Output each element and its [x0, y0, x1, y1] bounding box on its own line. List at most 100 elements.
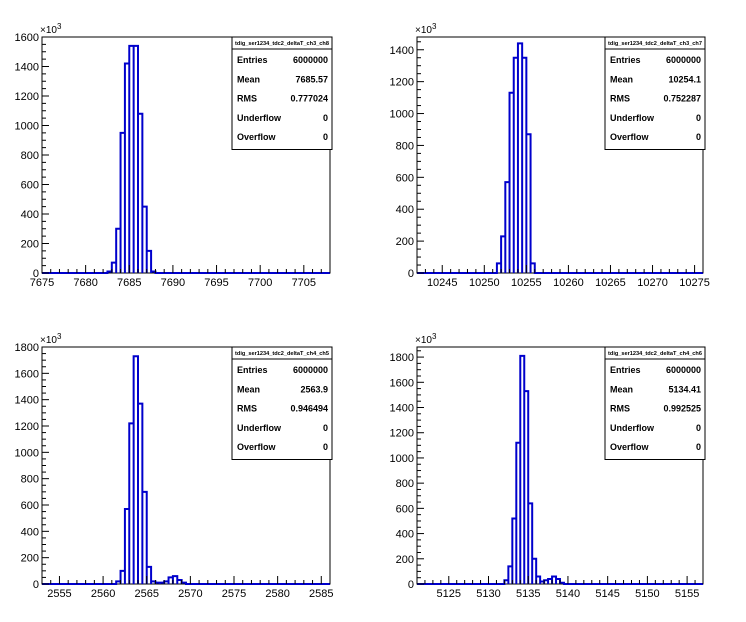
stats-box: tdig_ser1234_tdc2_deltaT_ch3_ch7 Entries 6… [604, 36, 706, 150]
histogram-bin [504, 580, 508, 584]
y-tick-label: 1200 [15, 421, 39, 433]
x-tick-label: 10265 [595, 277, 626, 289]
histogram-bin [125, 64, 129, 273]
y-tick-label: 200 [396, 236, 414, 248]
y-tick-label: 0 [408, 268, 414, 280]
histogram-bin [516, 443, 520, 584]
y-exponent-base: 10 [46, 335, 58, 346]
histogram-bin [169, 577, 173, 584]
histogram-bin [522, 58, 526, 273]
stats-value: 6000000 [293, 365, 328, 375]
histogram-bin [134, 356, 138, 584]
stats-label: Underflow [237, 113, 282, 123]
y-exponent-label: ×103 [40, 22, 62, 36]
x-tick-label: 7700 [248, 277, 272, 289]
stats-box: tdig_ser1234_tdc2_deltaT_ch4_ch5 Entries 6… [231, 346, 333, 460]
x-tick-label: 5145 [595, 588, 619, 600]
y-tick-label: 400 [396, 204, 414, 216]
histogram-bin [121, 133, 125, 273]
x-tick-label: 7680 [73, 277, 97, 289]
x-tick-label: 5150 [635, 588, 659, 600]
y-tick-label: 200 [21, 239, 39, 251]
x-tick-label: 10255 [511, 277, 542, 289]
stats-box-frame [604, 36, 706, 150]
x-tick-label: 5130 [476, 588, 500, 600]
x-tick-label: 2580 [265, 588, 289, 600]
x-tick-label: 7695 [204, 277, 228, 289]
histogram-bin [107, 272, 111, 273]
stats-label: RMS [610, 94, 630, 104]
histogram-bin [177, 580, 181, 584]
histogram-bin [147, 567, 151, 584]
y-tick-label: 1000 [15, 121, 39, 133]
histogram-bin [173, 576, 177, 584]
x-tick-label: 7705 [292, 277, 316, 289]
histogram-bin [536, 576, 540, 584]
x-tick-label: 5155 [675, 588, 699, 600]
y-tick-label: 1400 [390, 403, 414, 415]
y-tick-label: 600 [396, 172, 414, 184]
stats-value: 5134.41 [668, 384, 701, 394]
stats-label: Overflow [237, 132, 277, 142]
x-tick-label: 5140 [556, 588, 580, 600]
y-tick-label: 600 [396, 503, 414, 515]
x-tick-label: 10250 [469, 277, 500, 289]
histogram-bin [518, 43, 522, 273]
stats-label: Mean [237, 74, 260, 84]
histogram-bin [151, 272, 155, 273]
stats-value: 0.777024 [290, 94, 328, 104]
stats-value: 0 [696, 132, 701, 142]
stats-value: 6000000 [666, 55, 701, 65]
stats-value: 10254.1 [668, 74, 701, 84]
histogram-bin [160, 583, 164, 584]
histogram-title: tdig_ser1234_tdc2_deltaT_ch4_ch6 [608, 351, 702, 357]
stats-value: 0 [696, 423, 701, 433]
histogram-bin [540, 581, 544, 584]
histogram-bin [556, 579, 560, 584]
y-exponent-base: 10 [46, 25, 58, 36]
histogram-bin [532, 559, 536, 584]
stats-value: 0.752287 [663, 94, 701, 104]
histogram-bin [147, 251, 151, 273]
histogram-line [417, 354, 703, 585]
stats-label: Entries [237, 55, 268, 65]
histogram-line [42, 44, 330, 274]
x-tick-label: 2585 [309, 588, 333, 600]
histogram-bin [116, 581, 120, 584]
histogram-bin [129, 423, 133, 584]
y-tick-label: 1200 [390, 428, 414, 440]
stats-label: Entries [237, 365, 268, 375]
stats-label: Overflow [237, 442, 277, 452]
histogram-bin [524, 391, 528, 584]
stats-label: Underflow [610, 113, 655, 123]
y-tick-label: 1000 [390, 453, 414, 465]
histogram-line [42, 355, 330, 585]
y-tick-label: 800 [396, 140, 414, 152]
stats-value: 2563.9 [300, 384, 328, 394]
histogram-title: tdig_ser1234_tdc2_deltaT_ch3_ch8 [235, 41, 329, 47]
y-exponent-times: × [40, 335, 46, 346]
histogram-bin [544, 580, 548, 584]
stats-label: RMS [237, 94, 257, 104]
y-tick-label: 800 [396, 478, 414, 490]
stats-label: RMS [237, 404, 257, 414]
stats-box-frame [231, 346, 333, 460]
stats-box-frame [604, 346, 706, 460]
stats-label: Overflow [610, 132, 650, 142]
histogram-bin [497, 263, 501, 273]
histogram-bin [548, 579, 552, 584]
y-exponent-power: 3 [432, 22, 437, 31]
x-tick-label: 7685 [117, 277, 141, 289]
y-tick-label: 0 [408, 579, 414, 591]
y-tick-label: 200 [21, 553, 39, 565]
y-exponent-power: 3 [57, 332, 62, 341]
x-tick-label: 5135 [516, 588, 540, 600]
x-tick-label: 2575 [222, 588, 246, 600]
histogram-bin [142, 492, 146, 584]
y-tick-label: 1200 [390, 77, 414, 89]
y-tick-label: 800 [21, 474, 39, 486]
histogram-bin [155, 583, 159, 584]
